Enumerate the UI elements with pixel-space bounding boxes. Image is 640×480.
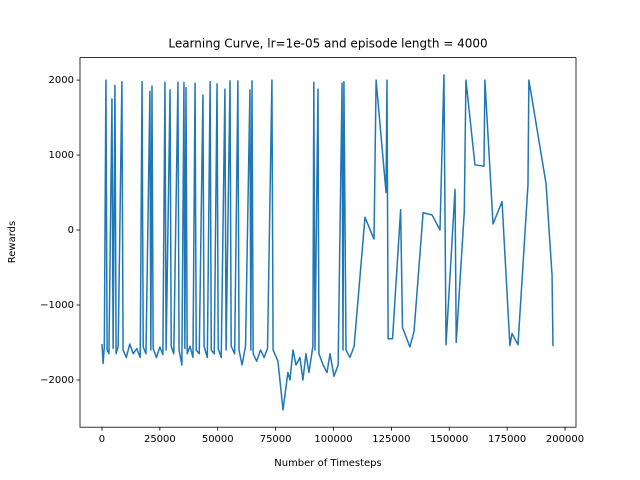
x-tick-label: 75000 <box>260 434 292 445</box>
x-tick-label: 50000 <box>202 434 234 445</box>
chart-title: Learning Curve, lr=1e-05 and episode len… <box>168 37 487 51</box>
y-tick-label: 2000 <box>49 75 74 86</box>
x-axis-label: Number of Timesteps <box>274 458 381 469</box>
x-tick-label: 200000 <box>546 434 584 445</box>
y-tick-label: −2000 <box>40 375 74 386</box>
x-tick-label: 0 <box>99 434 105 445</box>
y-tick-label: 1000 <box>49 150 74 161</box>
x-tick-label: 175000 <box>488 434 526 445</box>
x-tick-label: 150000 <box>430 434 468 445</box>
y-tick-label: 0 <box>68 225 74 236</box>
y-tick-label: −1000 <box>40 300 74 311</box>
x-tick-label: 25000 <box>144 434 176 445</box>
axes-frame <box>79 57 577 428</box>
x-tick-label: 100000 <box>314 434 352 445</box>
y-axis-label: Rewards <box>7 221 18 263</box>
x-tick-label: 125000 <box>372 434 410 445</box>
data-line <box>101 74 554 411</box>
